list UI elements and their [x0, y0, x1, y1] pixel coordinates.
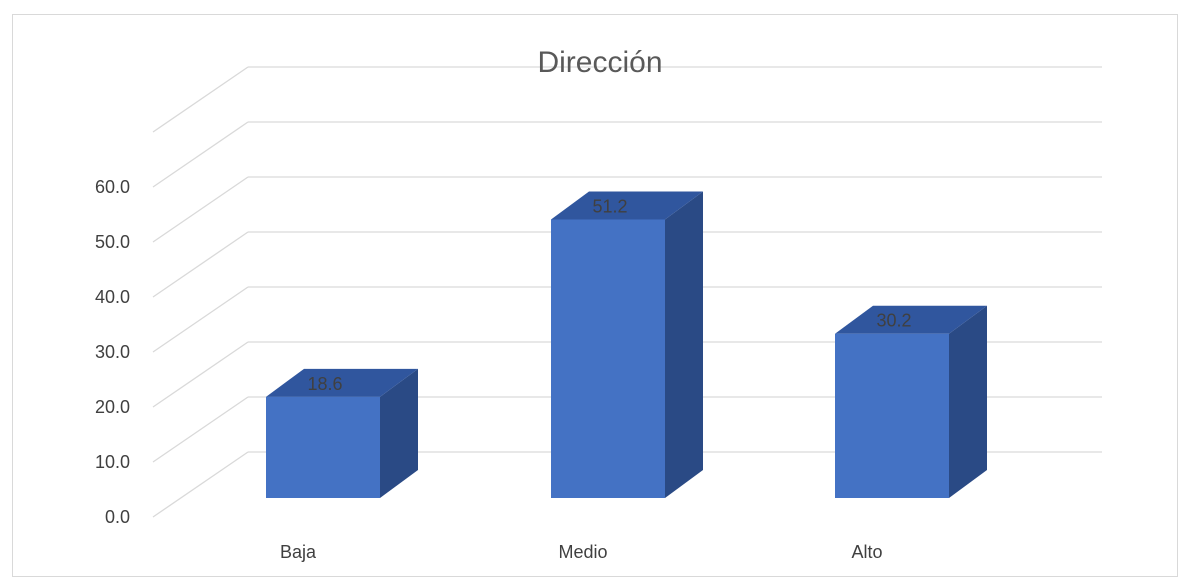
gridline-depth [152, 451, 249, 518]
bars [266, 191, 987, 499]
bar-top [835, 305, 987, 334]
chart-frame [12, 14, 1178, 577]
gridline-depth [152, 121, 249, 188]
y-tick-label: 10.0 [95, 452, 130, 472]
gridline-depth [152, 176, 249, 243]
bar [551, 219, 665, 499]
gridline-depth [152, 341, 249, 408]
data-labels: 18.6 51.2 30.2 [307, 196, 911, 393]
gridline-depth [152, 66, 249, 133]
y-tick-label: 60.0 [95, 177, 130, 197]
x-tick-label: Medio [558, 542, 607, 562]
gridline-depth [152, 396, 249, 463]
bar-top [266, 368, 418, 397]
y-tick-label: 20.0 [95, 397, 130, 417]
y-tick-label: 0.0 [105, 507, 130, 527]
y-tick-label: 50.0 [95, 232, 130, 252]
data-label: 18.6 [307, 374, 342, 394]
gridline-depth [152, 231, 249, 298]
data-label: 30.2 [876, 311, 911, 331]
bar-side [665, 191, 703, 499]
chart-title: Dirección [537, 46, 662, 79]
bar [266, 396, 380, 498]
bar-side [380, 368, 418, 498]
y-tick-label: 30.0 [95, 342, 130, 362]
data-label: 51.2 [592, 196, 627, 216]
x-tick-label: Baja [280, 542, 317, 562]
y-axis: 0.0 10.0 20.0 30.0 40.0 50.0 60.0 [95, 177, 130, 527]
bar [835, 333, 949, 498]
gridline-depth [152, 286, 249, 353]
bar-top [551, 191, 703, 220]
x-tick-label: Alto [851, 542, 882, 562]
bar-side [949, 305, 987, 498]
x-axis: Baja Medio Alto [280, 542, 883, 562]
y-tick-label: 40.0 [95, 287, 130, 307]
